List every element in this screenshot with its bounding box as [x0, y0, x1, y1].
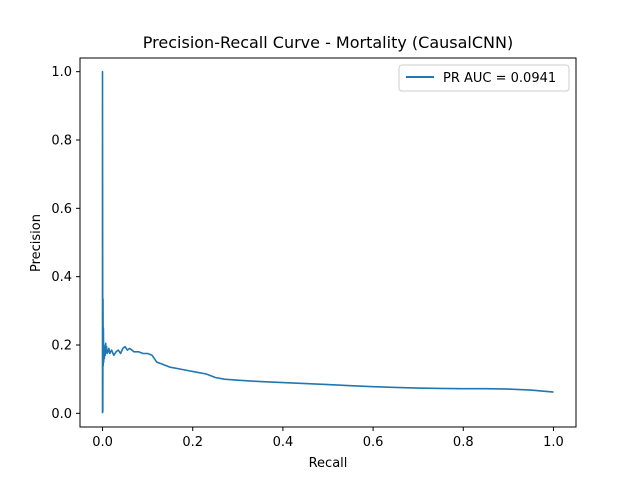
x-tick-label: 0.6 [363, 435, 384, 450]
y-axis-label: Precision [29, 214, 44, 272]
x-tick-label: 0.2 [182, 435, 203, 450]
legend: PR AUC = 0.0941 [398, 64, 570, 92]
y-tick-label: 0.4 [51, 270, 72, 285]
x-tick-label: 0.4 [273, 435, 294, 450]
x-tick-label: 1.0 [543, 435, 564, 450]
chart-title: Precision-Recall Curve - Mortality (Caus… [143, 33, 513, 52]
series-layer [101, 70, 554, 414]
y-tick-label: 0.8 [51, 134, 72, 149]
y-tick-label: 0.6 [51, 202, 72, 217]
pr-curve-line [101, 70, 554, 414]
y-tick-label: 0.0 [51, 407, 72, 422]
x-tick-label: 0.0 [92, 435, 113, 450]
axes-frame [79, 57, 577, 428]
y-axis-ticks: 0.0 0.2 0.4 0.6 0.8 1.0 [51, 65, 80, 422]
x-tick-label: 0.8 [453, 435, 474, 450]
x-axis-ticks: 0.0 0.2 0.4 0.6 0.8 1.0 [92, 427, 564, 450]
y-tick-label: 0.2 [51, 339, 72, 354]
x-axis-label: Recall [309, 456, 348, 471]
y-tick-label: 1.0 [51, 65, 72, 80]
plot-area [79, 57, 577, 428]
legend-label: PR AUC = 0.0941 [443, 71, 556, 86]
legend-box [398, 64, 570, 92]
